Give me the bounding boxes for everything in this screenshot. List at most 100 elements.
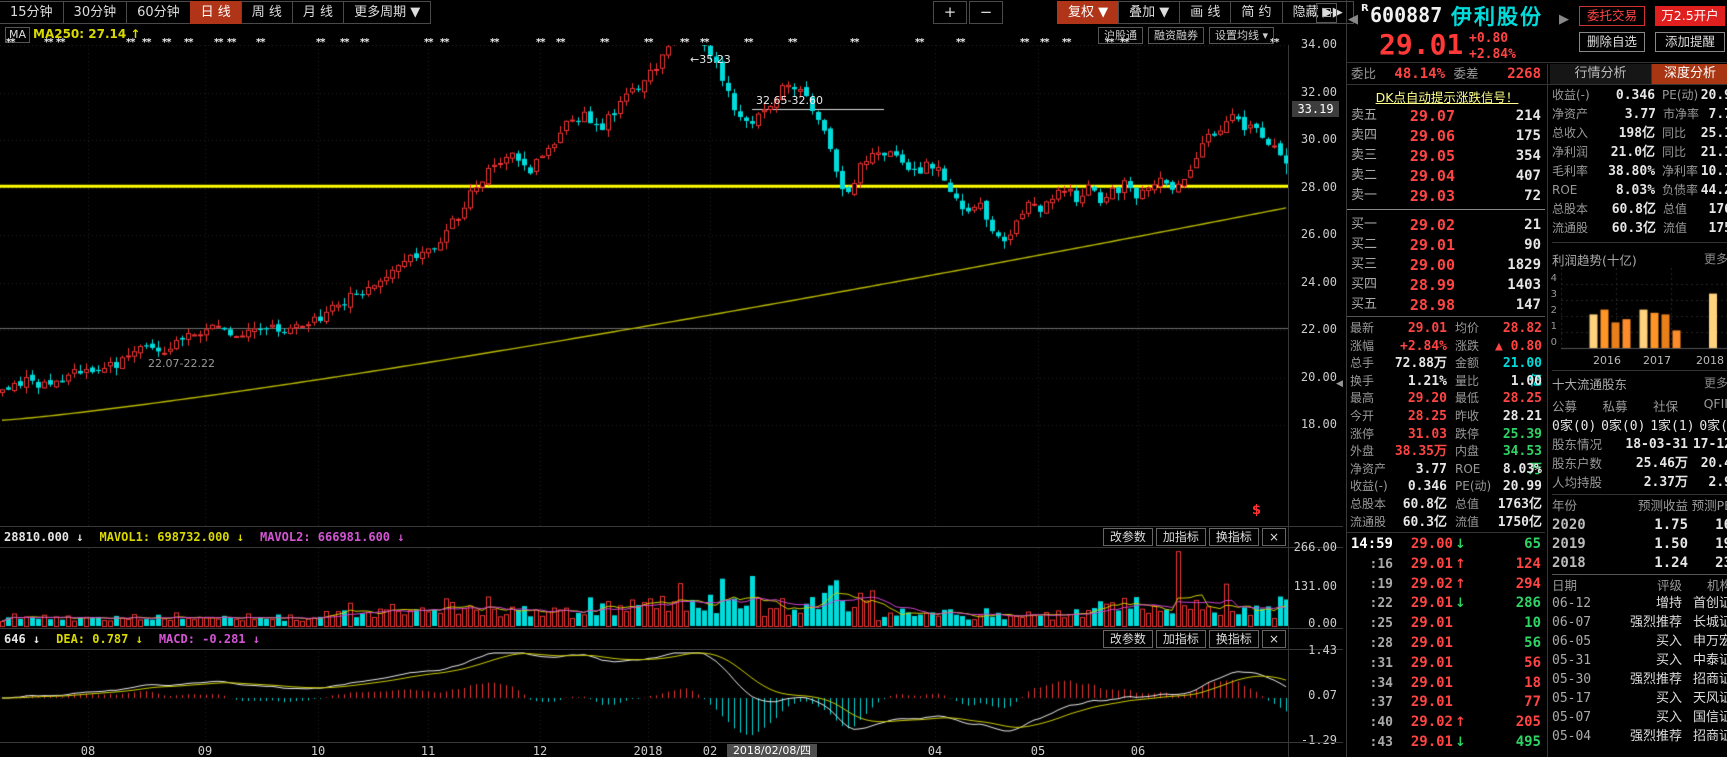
- time-sales-row: :43 29.01 ↓ 495: [1369, 733, 1541, 750]
- stock-name: 伊利股份: [1451, 5, 1543, 29]
- switch-indicator-button[interactable]: 换指标: [1208, 630, 1259, 648]
- profit-axis-tick: 0: [1550, 337, 1557, 348]
- holder-type-label: 公募: [1552, 399, 1578, 414]
- x-axis-label: 2018: [633, 744, 663, 757]
- order-book-row[interactable]: 买五 28.98 147: [1351, 296, 1541, 314]
- cursor-date-badge: 2018/02/08/四: [727, 744, 817, 757]
- dividend-dollar-icon: $: [1252, 503, 1262, 518]
- profit-axis-tick: 4: [1550, 273, 1557, 284]
- x-axis-label: 10: [310, 744, 326, 757]
- open-account-button[interactable]: 万2.5开户: [1655, 6, 1725, 26]
- rating-row[interactable]: 06-05买入申万宏: [1552, 634, 1727, 649]
- order-book-row[interactable]: 卖三 29.05 354: [1351, 147, 1541, 165]
- weibi-row: 委比 48.14% 委差 2268: [1347, 64, 1549, 84]
- holders-count-row: 0家(0) 0家(0) 1家(1) 0家(: [1552, 415, 1727, 434]
- macd-axis-tick: -1.29: [1300, 732, 1337, 747]
- volume-value-label: 28810.000 ↓: [4, 530, 84, 544]
- period-button-1[interactable]: 15分钟: [0, 1, 64, 24]
- tab-deep-analysis[interactable]: 深度分析: [1652, 64, 1727, 84]
- fuquan-button[interactable]: 复权 ▼: [1057, 1, 1120, 24]
- close-indicator-button[interactable]: ×: [1261, 630, 1286, 648]
- hugutong-button[interactable]: 沪股通: [1098, 27, 1143, 44]
- rating-row[interactable]: 05-31买入中泰证: [1552, 653, 1727, 668]
- event-marker-icon: **: [256, 37, 266, 48]
- ma-button[interactable]: MA: [5, 27, 31, 43]
- quote-row: 换手 1.21% 量比 1.00: [1350, 373, 1542, 389]
- fullscreen-icon[interactable]: [1316, 3, 1337, 23]
- add-alert-button[interactable]: 添加提醒: [1655, 32, 1725, 52]
- order-book-separator: [1347, 209, 1545, 215]
- x-axis-label: 06: [1130, 744, 1146, 757]
- draw-line-button[interactable]: 画 线: [1179, 1, 1232, 24]
- x-axis-label: 09: [197, 744, 213, 757]
- order-book-row[interactable]: 卖二 29.04 407: [1351, 167, 1541, 185]
- tab-market-analysis[interactable]: 行情分析: [1550, 64, 1652, 84]
- quote-detail-grid: 最新 29.01 均价 28.82 涨幅 +2.84% 涨跌 ▲ 0.80 总手 72.88万 金额…: [1347, 320, 1545, 531]
- order-book-row[interactable]: 买三 29.00 1829: [1351, 256, 1541, 274]
- add-indicator-button[interactable]: 加指标: [1155, 630, 1206, 648]
- period-button-4[interactable]: 日 线: [189, 1, 242, 24]
- close-indicator-button[interactable]: ×: [1261, 528, 1286, 546]
- profit-year-label: 2016: [1593, 354, 1621, 367]
- time-sales-row: 14:59 29.00 ↓ 65: [1350, 536, 1541, 552]
- forecast-header: 年份 预测收益 预测PE: [1552, 498, 1727, 513]
- rating-row[interactable]: 06-12增持首创证: [1552, 596, 1727, 611]
- remove-watchlist-button[interactable]: 删除自选: [1579, 32, 1645, 52]
- rating-row[interactable]: 05-07买入国信证: [1552, 710, 1727, 725]
- simple-mode-button[interactable]: 简 约: [1230, 1, 1283, 24]
- macd-axis-tick: 0.07: [1308, 687, 1337, 702]
- order-book-row[interactable]: 卖五 29.07 214: [1351, 107, 1541, 125]
- param-button[interactable]: 改参数: [1102, 630, 1153, 648]
- holder-count-value: 1家(1): [1650, 419, 1695, 434]
- order-book-row[interactable]: 买二 29.01 90: [1351, 236, 1541, 254]
- param-button[interactable]: 改参数: [1102, 528, 1153, 546]
- event-marker-icon: **: [360, 37, 370, 48]
- event-marker-icon: **: [1040, 37, 1050, 48]
- margin-trading-button[interactable]: 融资融券: [1148, 27, 1204, 44]
- trade-button[interactable]: 委托交易: [1579, 6, 1645, 26]
- period-button-7[interactable]: 更多周期 ▼: [343, 1, 432, 24]
- panel-collapse-handle[interactable]: ◀: [1336, 379, 1343, 389]
- candlestick-chart-canvas[interactable]: [0, 45, 1288, 526]
- profit-trend-more-link[interactable]: 更多: [1703, 252, 1727, 266]
- dk-signal-link[interactable]: DK点自动提示涨跌信号！: [1375, 90, 1519, 105]
- order-book-row[interactable]: 买四 28.99 1403: [1351, 276, 1541, 294]
- order-book-row[interactable]: 买一 29.02 21: [1351, 216, 1541, 234]
- rating-row[interactable]: 06-07强烈推荐长城证: [1552, 615, 1727, 630]
- zoom-in-button[interactable]: +: [933, 1, 967, 24]
- holders-more-link[interactable]: 更多: [1703, 376, 1727, 390]
- event-marker-icon: **: [1105, 37, 1115, 48]
- quote-row: 涨幅 +2.84% 涨跌 ▲ 0.80: [1350, 338, 1542, 354]
- volume-chart-canvas[interactable]: [0, 548, 1288, 628]
- price-axis-tick: 22.00: [1300, 322, 1337, 336]
- next-stock-arrow-icon[interactable]: ▶: [1559, 12, 1569, 27]
- zoom-out-button[interactable]: −: [969, 1, 1003, 24]
- overlay-button[interactable]: 叠加 ▼: [1118, 1, 1181, 24]
- period-button-3[interactable]: 60分钟: [126, 1, 191, 24]
- price-axis-tick: 34.00: [1300, 37, 1337, 51]
- order-book-row[interactable]: 卖一 29.03 72: [1351, 187, 1541, 205]
- event-marker-icon: **: [440, 37, 450, 48]
- order-book-row[interactable]: 卖四 29.06 175: [1351, 127, 1541, 145]
- switch-indicator-button[interactable]: 换指标: [1208, 528, 1259, 546]
- macd-chart-canvas[interactable]: [0, 652, 1288, 742]
- rating-row[interactable]: 05-17买入天风证: [1552, 691, 1727, 706]
- event-marker-icon: **: [227, 37, 237, 48]
- weicha-label: 委差: [1453, 66, 1479, 81]
- event-marker-icon: **: [1062, 37, 1072, 48]
- ma-settings-button[interactable]: 设置均线 ▾: [1209, 27, 1275, 44]
- period-button-2[interactable]: 30分钟: [62, 1, 128, 24]
- price-change-pct: +2.84%: [1469, 47, 1516, 62]
- rating-row[interactable]: 05-30强烈推荐招商证: [1552, 672, 1727, 687]
- period-button-5[interactable]: 周 线: [240, 1, 293, 24]
- period-button-6[interactable]: 月 线: [291, 1, 345, 24]
- prev-stock-arrow-icon[interactable]: ◀: [1348, 12, 1358, 27]
- event-marker-icon: **: [788, 37, 798, 48]
- holder-count-value: 0家(: [1699, 419, 1727, 434]
- add-indicator-button[interactable]: 加指标: [1155, 528, 1206, 546]
- rating-row[interactable]: 05-04强烈推荐招商证: [1552, 729, 1727, 744]
